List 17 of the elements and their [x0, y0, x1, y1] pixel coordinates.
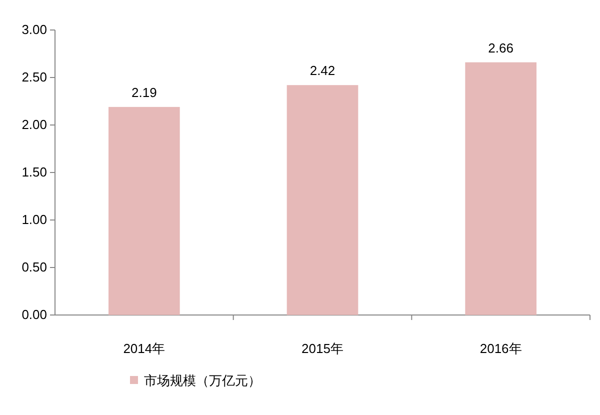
y-tick-label: 3.00: [22, 22, 47, 37]
y-tick-label: 0.00: [22, 307, 47, 322]
legend-label: 市场规模（万亿元）: [144, 373, 261, 388]
x-tick-label: 2016年: [480, 341, 522, 356]
bar: [465, 62, 536, 315]
y-tick-label: 2.50: [22, 70, 47, 84]
y-tick-label: 0.50: [22, 260, 47, 274]
data-label: 2.42: [310, 63, 336, 78]
bar: [108, 106, 180, 315]
x-tick-label: 2015年: [302, 341, 344, 356]
data-label: 2.66: [488, 40, 514, 56]
y-tick-label: 2.00: [22, 117, 47, 132]
y-tick-label: 1.00: [22, 212, 47, 227]
x-tick-label: 2014年: [123, 341, 166, 356]
bar: [286, 85, 358, 315]
y-tick-label: 1.50: [22, 164, 47, 180]
data-label: 2.19: [132, 84, 157, 100]
